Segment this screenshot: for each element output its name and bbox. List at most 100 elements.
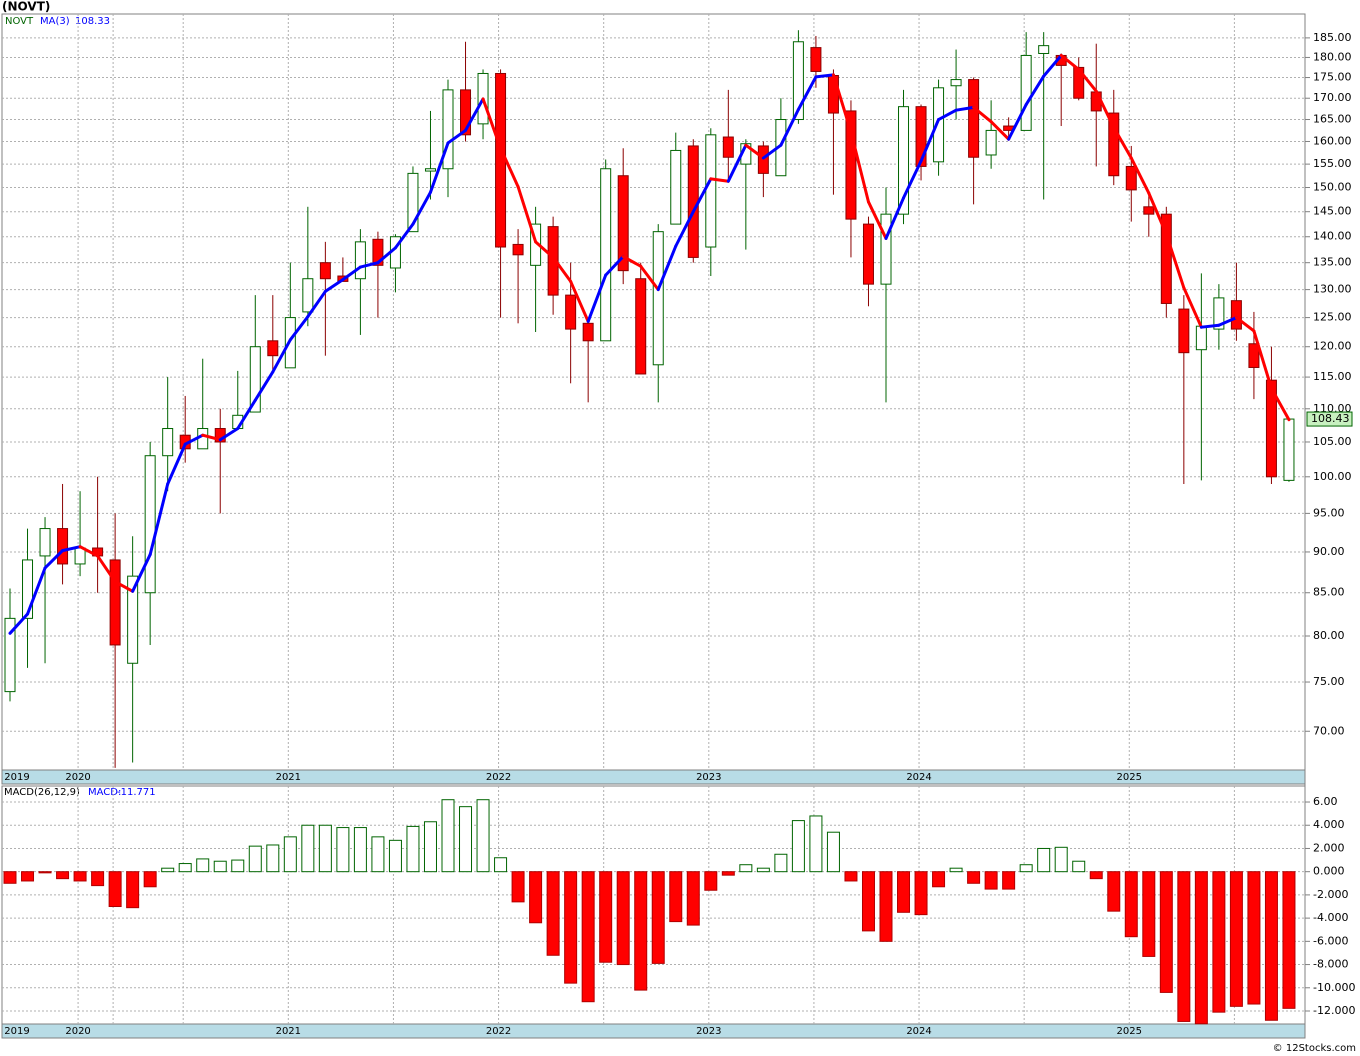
y-tick-label: 105.00 [1313, 435, 1352, 448]
macd-bar [161, 867, 175, 873]
ma-segment [1147, 191, 1168, 236]
y-tick-label: 110.00 [1313, 402, 1352, 415]
last-price-label: 108.43 [1311, 412, 1350, 425]
macd-bar [669, 871, 683, 923]
y-tick-label: 140.00 [1313, 230, 1352, 243]
candle-body [687, 145, 699, 258]
y-tick-label: 170.00 [1313, 91, 1352, 104]
ma-segment [43, 549, 65, 570]
candle-body [302, 278, 314, 313]
macd-bar [1019, 864, 1033, 873]
legend-ma: MA(3) [40, 16, 70, 27]
macd-bar [581, 871, 595, 1003]
macd-bar [108, 871, 122, 908]
macd-bar [949, 867, 963, 873]
macd-bar [213, 860, 227, 873]
ma-segment [499, 146, 520, 189]
y-tick-label: 175.00 [1313, 71, 1352, 84]
ma-segment [218, 427, 240, 442]
ma-segment [288, 315, 310, 342]
y-tick-label: 2.000 [1313, 841, 1345, 854]
candle-body [372, 238, 384, 266]
macd-bar [231, 859, 245, 873]
candle-body [1248, 343, 1260, 368]
candle-body [862, 223, 874, 285]
candle-body [319, 262, 331, 280]
x-tick-label: 2019 [4, 772, 29, 783]
macd-bar [879, 871, 893, 942]
ma-segment [954, 105, 976, 112]
candle-body [635, 278, 647, 375]
macd-bar [932, 871, 946, 888]
ma-segment [1182, 286, 1203, 329]
ma-segment [358, 261, 380, 269]
ma-segment [446, 128, 468, 145]
ma-segment [1024, 74, 1046, 107]
candle-body [127, 575, 139, 664]
macd-bar [476, 799, 490, 873]
ma-segment [744, 143, 765, 160]
ma-segment [796, 75, 818, 112]
ma-segment [61, 545, 82, 553]
y-tick-label: -8.000 [1313, 958, 1348, 971]
y-tick-label: 165.00 [1313, 113, 1352, 126]
macd-bar [1212, 871, 1226, 1013]
ma-segment [1077, 67, 1098, 93]
y-tick-label: -10.000 [1313, 981, 1355, 994]
date-axis [1, 1023, 1306, 1039]
y-tick-label: 145.00 [1313, 205, 1352, 218]
macd-bar [1177, 871, 1191, 1022]
y-tick-label: 135.00 [1313, 256, 1352, 269]
ma-segment [779, 108, 800, 147]
candle-body [1230, 300, 1242, 330]
macd-bar [914, 871, 928, 916]
macd-title: MACD(26,12,9) [4, 787, 80, 798]
y-tick-label: -12.000 [1313, 1004, 1355, 1017]
price-panel [1, 13, 1306, 771]
macd-bar [1282, 871, 1296, 1009]
macd-bar [634, 871, 648, 991]
ma-segment [306, 289, 327, 319]
macd-bar [1037, 847, 1051, 873]
macd-bar [73, 871, 87, 882]
ma-segment [639, 264, 660, 292]
macd-bar [564, 871, 578, 984]
y-tick-label: 115.00 [1313, 370, 1352, 383]
macd-bar [809, 815, 823, 873]
candle-body [617, 175, 629, 272]
macd-bar [494, 857, 508, 873]
macd-bar [529, 871, 543, 924]
ma-segment [253, 370, 275, 402]
date-axis [1, 769, 1306, 785]
macd-bar [826, 831, 840, 873]
ma-segment [761, 143, 783, 160]
y-tick-label: -6.000 [1313, 934, 1348, 947]
x-tick-label: 2021 [276, 772, 301, 783]
ma-segment [919, 118, 941, 163]
ma-segment [1059, 53, 1081, 71]
last-price-box [1306, 411, 1353, 427]
y-tick-label: 95.00 [1313, 506, 1345, 519]
x-tick-label: 2020 [65, 1026, 90, 1037]
x-tick-label: 2024 [906, 1026, 931, 1037]
ma-segment [271, 338, 292, 374]
y-tick-label: 75.00 [1313, 675, 1345, 688]
macd-bar [1124, 871, 1138, 938]
legend-ma-value: 108.33 [75, 16, 110, 27]
ma-segment [516, 185, 538, 244]
candle-body [810, 47, 822, 72]
macd-bar [143, 871, 157, 888]
ma-segment [148, 482, 170, 557]
ma-segment [464, 97, 485, 132]
macd-bar [616, 871, 630, 966]
ma-segment [937, 108, 958, 122]
y-tick-label: 90.00 [1313, 545, 1345, 558]
ma-segment [236, 398, 257, 431]
candle-body [705, 134, 717, 248]
candle-body [424, 168, 436, 172]
ma-segment [323, 278, 345, 293]
candle-body [144, 455, 156, 594]
ma-segment [884, 196, 906, 240]
ma-segment [551, 255, 573, 283]
ma-segment [78, 545, 100, 558]
